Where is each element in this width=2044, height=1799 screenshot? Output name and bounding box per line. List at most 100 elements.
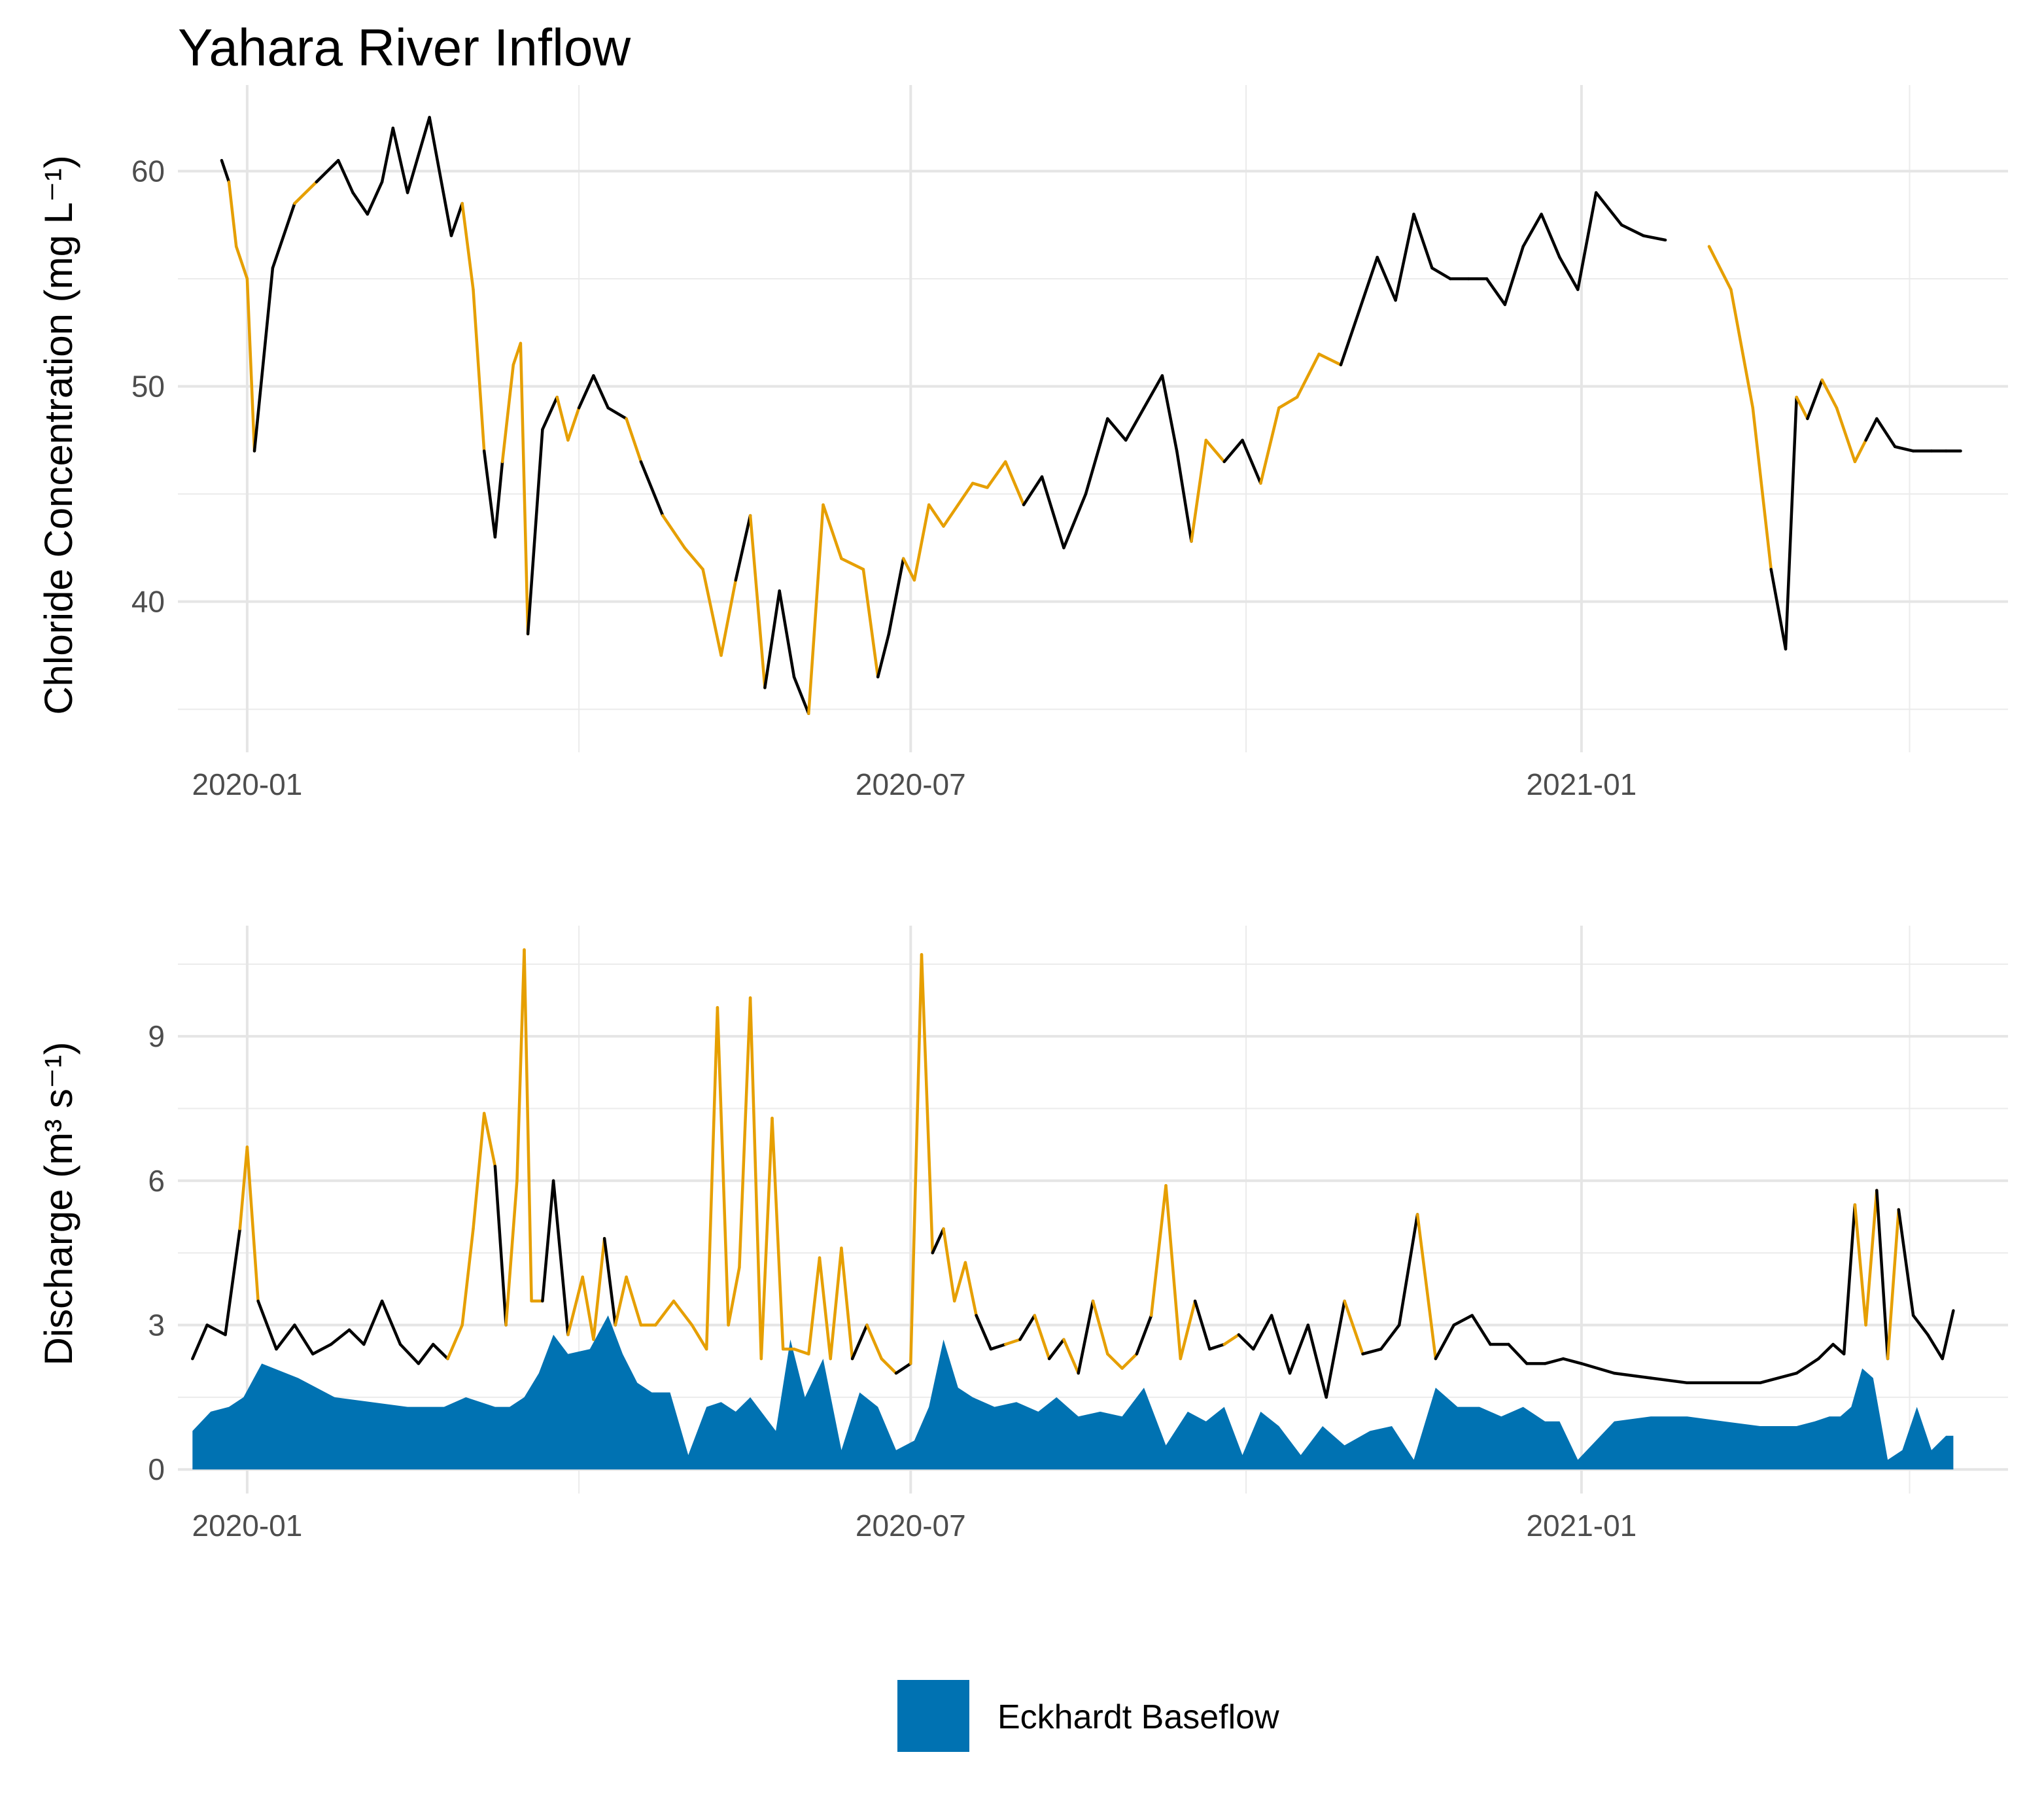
chloride-baseflow-segment bbox=[220, 158, 231, 184]
chloride-event-segment bbox=[1259, 406, 1281, 485]
discharge-baseflow-segment bbox=[224, 1227, 242, 1336]
chloride-baseflow-segment bbox=[1430, 266, 1452, 281]
discharge-event-segment bbox=[1343, 1299, 1364, 1355]
chloride-y-tick-label: 40 bbox=[131, 585, 165, 619]
discharge-event-segment bbox=[238, 1145, 249, 1231]
discharge-event-segment bbox=[880, 1357, 898, 1375]
chloride-baseflow-segment bbox=[493, 460, 504, 539]
chloride-event-segment bbox=[566, 406, 581, 442]
discharge-baseflow-segment bbox=[1816, 1342, 1835, 1361]
chloride-baseflow-segment bbox=[315, 158, 340, 184]
chloride-baseflow-segment bbox=[366, 180, 384, 216]
discharge-event-segment bbox=[840, 1246, 854, 1361]
chloride-baseflow-segment bbox=[1175, 449, 1193, 543]
chloride-baseflow-segment bbox=[792, 675, 810, 716]
chloride-baseflow-segment bbox=[1160, 374, 1179, 453]
discharge-baseflow-segment bbox=[1208, 1342, 1226, 1351]
chloride-baseflow-segment bbox=[1412, 213, 1434, 270]
chloride-baseflow-segment bbox=[541, 395, 559, 431]
discharge-event-segment bbox=[748, 996, 763, 1361]
chloride-event-segment bbox=[1751, 406, 1773, 571]
discharge-event-segment bbox=[727, 1266, 741, 1327]
discharge-event-segment bbox=[716, 1005, 730, 1327]
discharge-event-segment bbox=[807, 1256, 822, 1355]
discharge-event-segment bbox=[672, 1299, 694, 1327]
chloride-baseflow-segment bbox=[577, 374, 595, 410]
discharge-baseflow-segment bbox=[1612, 1371, 1653, 1380]
discharge-baseflow-segment bbox=[602, 1236, 617, 1327]
chloride-baseflow-segment bbox=[1864, 417, 1879, 442]
chloride-event-segment bbox=[912, 503, 931, 582]
chloride-baseflow-segment bbox=[1022, 475, 1044, 506]
discharge-event-segment bbox=[1164, 1183, 1183, 1361]
y-axis-title-discharge: Discharge (m³ s⁻¹) bbox=[37, 1041, 80, 1365]
chloride-baseflow-segment bbox=[380, 126, 395, 184]
chloride-event-segment bbox=[927, 503, 945, 528]
chloride-baseflow-segment bbox=[1106, 417, 1128, 442]
chloride-series bbox=[220, 116, 1962, 716]
discharge-event-segment bbox=[1091, 1299, 1109, 1355]
discharge-baseflow-segment bbox=[1288, 1323, 1310, 1375]
discharge-baseflow-segment bbox=[1831, 1342, 1846, 1355]
discharge-event-segment bbox=[952, 1261, 967, 1303]
discharge-baseflow-area bbox=[192, 1315, 1954, 1470]
discharge-baseflow-segment bbox=[275, 1323, 296, 1351]
discharge-baseflow-segment bbox=[1649, 1376, 1689, 1385]
chloride-baseflow-segment bbox=[1357, 255, 1379, 313]
chloride-event-segment bbox=[1835, 406, 1857, 464]
discharge-baseflow-segment bbox=[1911, 1314, 1930, 1336]
chloride-event-segment bbox=[861, 568, 880, 679]
discharge-event-segment bbox=[1106, 1352, 1124, 1370]
discharge-x-tick-label: 2020-01 bbox=[192, 1509, 302, 1543]
chloride-baseflow-segment bbox=[876, 632, 891, 679]
discharge-baseflow-segment bbox=[1379, 1323, 1401, 1351]
legend-swatch-baseflow bbox=[897, 1680, 969, 1752]
chloride-baseflow-segment bbox=[1576, 191, 1598, 291]
chloride-event-segment bbox=[701, 568, 723, 657]
discharge-baseflow-segment bbox=[1941, 1309, 1955, 1361]
chloride-event-segment bbox=[1204, 438, 1226, 464]
discharge-baseflow-segment bbox=[894, 1362, 912, 1375]
chloride-event-segment bbox=[748, 514, 767, 690]
discharge-baseflow-segment bbox=[975, 1314, 993, 1351]
discharge-baseflow-segment bbox=[850, 1323, 869, 1361]
chloride-event-segment bbox=[1820, 378, 1839, 410]
discharge-event-segment bbox=[909, 952, 924, 1365]
chloride-baseflow-segment bbox=[1142, 374, 1164, 410]
chloride-event-segment bbox=[683, 546, 704, 571]
chloride-baseflow-segment bbox=[887, 557, 905, 636]
discharge-event-segment bbox=[1062, 1338, 1080, 1375]
chloride-event-segment bbox=[807, 503, 825, 716]
discharge-baseflow-segment bbox=[1306, 1323, 1328, 1399]
discharge-event-segment bbox=[690, 1323, 708, 1351]
discharge-baseflow-segment bbox=[1507, 1342, 1529, 1365]
discharge-event-segment bbox=[818, 1256, 832, 1361]
chloride-event-segment bbox=[822, 503, 843, 561]
discharge-baseflow-segment bbox=[931, 1227, 945, 1255]
chloride-baseflow-segment bbox=[639, 460, 665, 517]
chloride-baseflow-segment bbox=[1222, 438, 1244, 464]
discharge-y-tick-label: 9 bbox=[148, 1019, 165, 1053]
chloride-baseflow-segment bbox=[1084, 417, 1109, 496]
chloride-event-segment bbox=[661, 514, 686, 550]
discharge-event-segment bbox=[515, 948, 526, 1183]
chloride-gridlines bbox=[178, 85, 2008, 752]
chloride-y-tick-label: 60 bbox=[131, 154, 165, 188]
chloride-baseflow-segment bbox=[1485, 277, 1507, 306]
chloride-event-segment bbox=[625, 417, 643, 464]
discharge-baseflow-segment bbox=[1875, 1189, 1890, 1361]
chloride-event-segment bbox=[555, 395, 570, 442]
discharge-event-segment bbox=[1003, 1338, 1022, 1346]
discharge-event-segment bbox=[738, 996, 752, 1269]
discharge-baseflow-segment bbox=[493, 1164, 508, 1327]
chloride-baseflow-segment bbox=[1784, 395, 1798, 651]
chloride-event-segment bbox=[1729, 288, 1755, 410]
chloride-x-tick-label: 2021-01 bbox=[1526, 767, 1637, 801]
discharge-baseflow-segment bbox=[1237, 1333, 1255, 1351]
chloride-baseflow-segment bbox=[252, 266, 275, 453]
discharge-event-segment bbox=[792, 1348, 810, 1355]
chloride-baseflow-segment bbox=[1339, 309, 1361, 366]
discharge-event-segment bbox=[704, 1005, 719, 1351]
discharge-event-segment bbox=[482, 1111, 497, 1168]
